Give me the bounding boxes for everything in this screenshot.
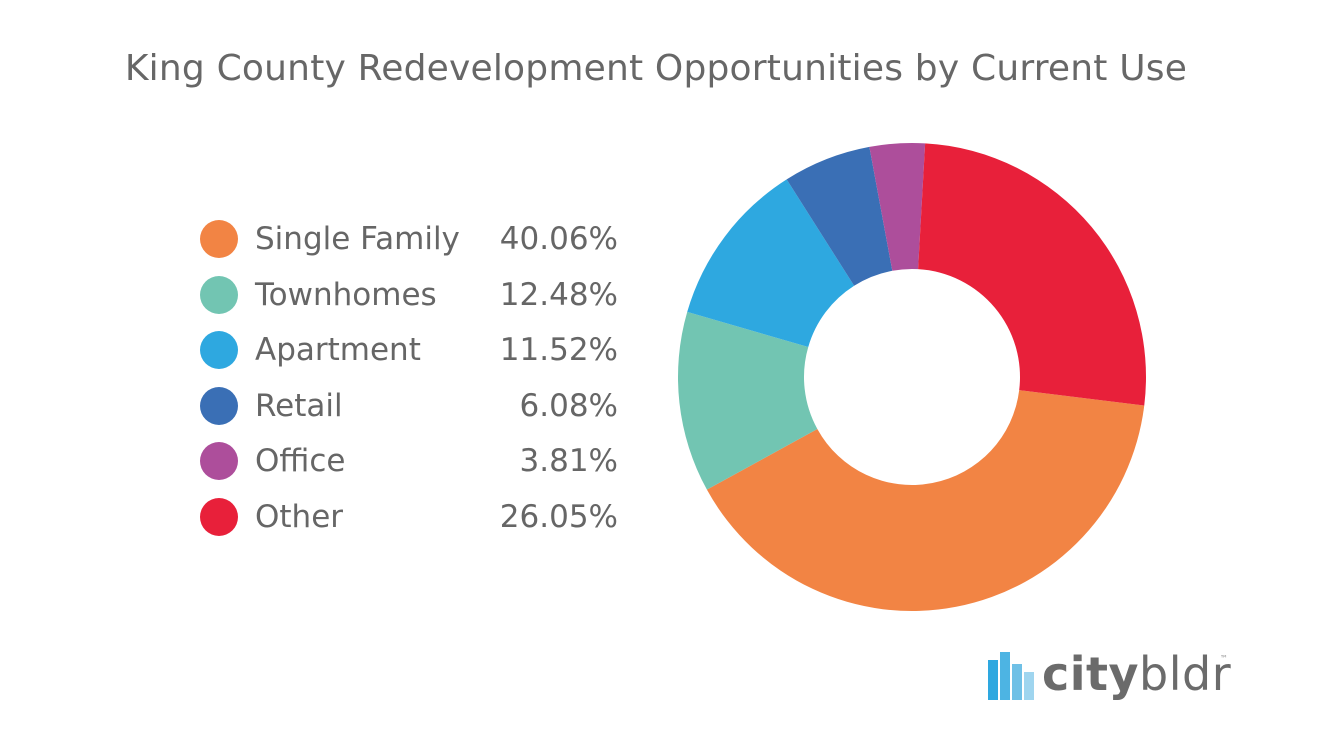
logo-trademark: ™ [1220,654,1228,663]
legend-item-townhomes: Townhomes 12.48% [200,268,630,324]
chart-title: King County Redevelopment Opportunities … [124,48,1188,89]
legend-label: Apartment [255,332,421,369]
legend-swatch [200,442,238,481]
legend-value: 3.81% [519,443,618,480]
legend-item-retail: Retail 6.08% [200,379,630,435]
donut-slice-apartment [687,179,855,347]
logo-bar [1024,672,1034,700]
logo-bar [1000,652,1010,700]
legend-value: 40.06% [499,221,618,257]
logo-bars-icon [988,652,1034,700]
legend-swatch [200,331,238,370]
logo-text: citybldr [1042,646,1231,702]
legend-label: Retail [255,387,343,424]
legend: Single Family 40.06% Townhomes 12.48% Ap… [200,212,630,546]
logo-text-bldr: bldr [1139,647,1232,701]
legend-item-office: Office 3.81% [200,434,630,490]
logo-bar [1012,664,1022,700]
legend-swatch [200,497,238,536]
donut-slice-other [918,143,1146,406]
legend-item-other: Other 26.05% [200,490,630,546]
legend-item-apartment: Apartment 11.52% [200,323,630,379]
logo-bar [988,660,998,700]
legend-label: Single Family [255,221,460,257]
legend-swatch [200,220,238,258]
legend-value: 26.05% [499,498,618,535]
donut-slice-townhomes [678,311,818,490]
logo-text-city: city [1042,647,1140,701]
legend-value: 11.52% [499,332,618,369]
legend-value: 12.48% [499,276,618,313]
donut-slice-office [869,143,926,271]
legend-label: Townhomes [255,276,437,313]
donut-chart [678,143,1146,612]
donut-slice-retail [786,146,893,286]
legend-value: 6.08% [519,387,618,424]
legend-swatch [200,275,238,314]
donut-slice-single-family [706,390,1145,612]
legend-swatch [200,386,238,425]
legend-label: Other [255,498,344,535]
citybldr-logo: citybldr ™ [988,646,1233,704]
legend-label: Office [255,443,346,480]
legend-item-single-family: Single Family 40.06% [200,212,630,268]
